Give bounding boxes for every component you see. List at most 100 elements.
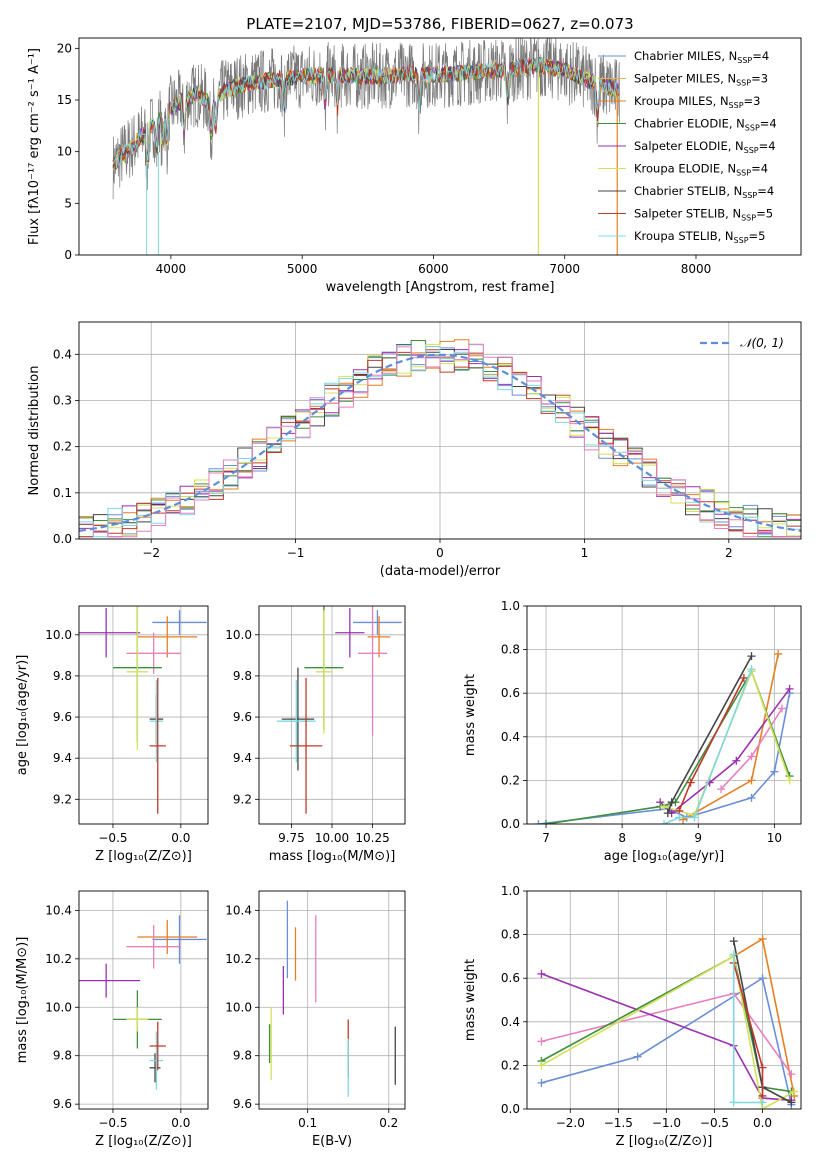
weight-point-marker xyxy=(747,793,756,802)
weight-series-line xyxy=(667,655,753,814)
y-tick-label: 0.2 xyxy=(53,440,72,454)
x-tick-label: 1 xyxy=(581,546,589,560)
x-tick-label: 0.0 xyxy=(171,1116,190,1130)
x-tick-label: −0.5 xyxy=(98,831,127,845)
legend-entry-label: Chabrier STELIB, NSSP=4 xyxy=(634,184,774,200)
y-tick-label: 9.6 xyxy=(233,710,252,724)
legend-entry-label: Chabrier MILES, NSSP=4 xyxy=(634,49,769,65)
y-tick-label: 20 xyxy=(57,41,72,55)
y-tick-label: 0.8 xyxy=(501,643,520,657)
y-tick-label: 10.4 xyxy=(225,903,252,917)
x-tick-label: 8000 xyxy=(681,262,712,276)
weight-series-line xyxy=(663,668,753,824)
y-tick-label: 10.2 xyxy=(225,952,252,966)
y-axis-label: mass weight xyxy=(463,674,478,756)
weight-point-marker xyxy=(663,809,672,818)
y-tick-label: 0.6 xyxy=(501,971,520,985)
y-tick-label: 0.6 xyxy=(501,686,520,700)
weight-point-marker xyxy=(667,798,676,807)
y-tick-label: 0.0 xyxy=(53,532,72,546)
weight-point-marker xyxy=(729,937,738,946)
weight-point-marker xyxy=(758,974,767,983)
weight-point-marker xyxy=(732,756,741,765)
weight-point-marker xyxy=(758,934,767,943)
legend-entry-label: Kroupa MILES, NSSP=3 xyxy=(634,94,760,110)
x-tick-label: 9 xyxy=(694,831,702,845)
x-tick-label: 4000 xyxy=(156,262,187,276)
y-tick-label: 9.6 xyxy=(233,1097,252,1111)
x-tick-label: −0.5 xyxy=(98,1116,127,1130)
x-axis-label: Z [log₁₀(Z/Z⊙)] xyxy=(95,849,192,864)
y-tick-label: 9.6 xyxy=(53,1097,72,1111)
axes-frame xyxy=(526,890,802,1110)
y-tick-label: 0.3 xyxy=(53,393,72,407)
y-tick-label: 0.4 xyxy=(501,730,520,744)
data-spectrum-line xyxy=(112,38,620,200)
x-tick-label: −0.5 xyxy=(700,1116,729,1130)
x-tick-label: 8 xyxy=(618,831,626,845)
legend-entry-label: Kroupa ELODIE, NSSP=4 xyxy=(634,162,768,178)
weight-point-marker xyxy=(739,673,748,682)
histogram-series xyxy=(79,343,801,538)
x-tick-label: 0.2 xyxy=(379,1116,398,1130)
legend-entry-label: Salpeter ELODIE, NSSP=4 xyxy=(634,139,776,155)
y-tick-label: 1.0 xyxy=(501,884,520,898)
weight-point-marker xyxy=(758,1098,767,1107)
x-axis-label: Z [log₁₀(Z/Z⊙)] xyxy=(616,1134,713,1149)
y-tick-label: 0.8 xyxy=(501,928,520,942)
x-tick-label: 0.1 xyxy=(298,1116,317,1130)
weight-point-marker xyxy=(686,778,695,787)
y-tick-label: 10 xyxy=(57,145,72,159)
weight-point-marker xyxy=(542,820,551,824)
y-axis-label: mass weight xyxy=(463,959,478,1041)
x-axis-label: E(B-V) xyxy=(312,1134,352,1149)
y-tick-label: 10.2 xyxy=(45,952,72,966)
weight-point-marker xyxy=(537,1037,546,1046)
x-tick-label: 10.00 xyxy=(315,831,349,845)
weight-series-line xyxy=(541,976,793,1105)
x-axis-label: age [log₁₀(age/yr)] xyxy=(604,849,725,864)
weight-point-marker xyxy=(747,665,756,674)
weight-point-marker xyxy=(729,950,738,959)
axes-frame xyxy=(78,605,209,825)
weight-point-marker xyxy=(785,684,794,693)
weight-point-marker xyxy=(774,649,783,658)
x-tick-label: 6000 xyxy=(418,262,449,276)
y-tick-label: 0.4 xyxy=(501,1015,520,1029)
y-axis-label: age [log₁₀(age/yr)] xyxy=(15,655,30,776)
x-tick-label: −1 xyxy=(287,546,305,560)
weight-point-marker xyxy=(633,1052,642,1061)
y-tick-label: 0.4 xyxy=(53,347,72,361)
legend-entry-label: Salpeter MILES, NSSP=3 xyxy=(634,72,768,88)
y-tick-label: 9.2 xyxy=(233,792,252,806)
y-tick-label: 5 xyxy=(64,196,72,210)
weight-point-marker xyxy=(660,802,668,811)
weight-point-marker xyxy=(790,1087,799,1096)
weight-point-marker xyxy=(537,1061,546,1070)
y-axis-label: Normed distribution xyxy=(27,366,42,496)
y-tick-label: 9.6 xyxy=(53,710,72,724)
weight-point-marker xyxy=(537,1078,546,1087)
weight-point-marker xyxy=(787,1098,796,1107)
x-axis-label: wavelength [Angstrom, rest frame] xyxy=(326,280,555,295)
y-tick-label: 0.1 xyxy=(53,486,72,500)
y-tick-label: 15 xyxy=(57,93,72,107)
axes-frame xyxy=(258,890,406,1110)
x-tick-label: −1.5 xyxy=(604,1116,633,1130)
x-tick-label: 9.75 xyxy=(278,831,305,845)
weight-series-line xyxy=(541,955,795,1109)
weight-point-marker xyxy=(785,776,794,785)
y-tick-label: 10.4 xyxy=(45,903,72,917)
weight-point-marker xyxy=(747,652,756,661)
weight-point-marker xyxy=(690,813,699,822)
x-tick-label: 7 xyxy=(542,831,550,845)
weight-point-marker xyxy=(729,1098,738,1107)
y-tick-label: 9.8 xyxy=(53,669,72,683)
weight-series-line xyxy=(733,937,796,1097)
chart-title: PLATE=2107, MJD=53786, FIBERID=0627, z=0… xyxy=(246,15,633,33)
y-tick-label: 9.4 xyxy=(233,751,252,765)
x-tick-label: 10 xyxy=(767,831,782,845)
x-tick-label: 0.0 xyxy=(171,831,190,845)
axes-frame xyxy=(78,321,802,540)
